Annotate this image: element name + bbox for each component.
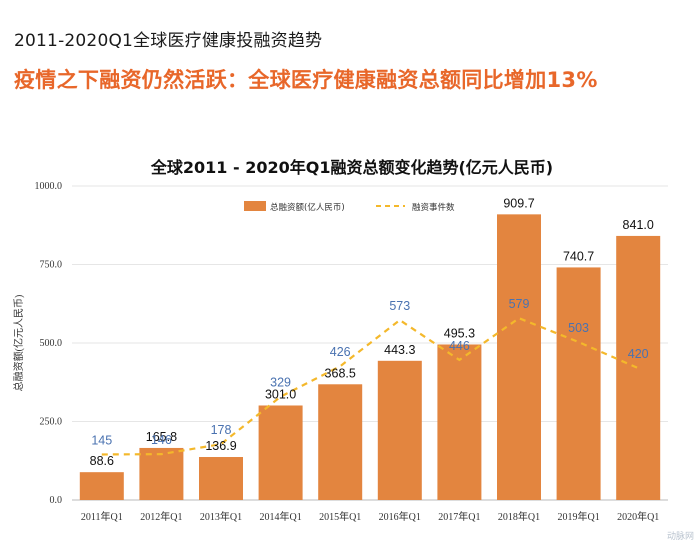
bar — [199, 457, 243, 500]
y-tick-label: 0.0 — [50, 495, 63, 506]
bar — [616, 235, 661, 500]
bar-value-label: 301.0 — [265, 387, 296, 401]
series-line-event-count — [101, 316, 639, 456]
x-tick-label: 2020年Q1 — [617, 510, 659, 523]
x-tick-label: 2016年Q1 — [379, 510, 421, 523]
x-tick-label: 2019年Q1 — [557, 510, 599, 523]
line-value-label: 503 — [568, 321, 589, 335]
bar — [497, 214, 541, 501]
bar — [139, 447, 184, 500]
bar-value-label: 841.0 — [623, 218, 654, 232]
y-tick-label: 250.0 — [40, 417, 63, 428]
line-value-label: 329 — [270, 376, 291, 390]
line-value-label: 573 — [389, 299, 410, 313]
line-value-label: 178 — [211, 423, 232, 437]
legend-label-bar: 总融资额(亿人民币) — [270, 202, 345, 213]
x-tick-label: 2015年Q1 — [319, 510, 361, 523]
x-tick-label: 2017年Q1 — [438, 510, 480, 523]
x-tick-label: 2018年Q1 — [498, 510, 540, 523]
bar — [79, 472, 124, 500]
page-subtitle: 疫情之下融资仍然活跃：全球医疗健康融资总额同比增加13% — [14, 68, 598, 92]
bar — [556, 267, 601, 500]
x-tick-label: 2011年Q1 — [81, 510, 123, 523]
line-value-label: 446 — [449, 339, 470, 353]
line-value-label: 145 — [91, 433, 112, 447]
line-value-label: 420 — [628, 347, 649, 361]
chart-title: 全球2011 - 2020年Q1融资总额变化趋势(亿元人民币) — [150, 158, 553, 177]
line-value-label: 426 — [330, 345, 351, 359]
bar-value-label: 443.3 — [384, 343, 415, 357]
bar-value-label: 136.9 — [205, 439, 236, 453]
bar-value-label: 740.7 — [563, 249, 594, 263]
x-tick-label: 2014年Q1 — [259, 510, 301, 523]
bar-value-label: 495.3 — [444, 326, 475, 340]
page-title: 2011-2020Q1全球医疗健康投融资趋势 — [14, 31, 323, 51]
bar-value-label: 165.8 — [146, 430, 177, 444]
y-tick-label: 750.0 — [40, 260, 63, 271]
line-value-label: 146 — [151, 433, 172, 447]
bar — [318, 384, 363, 500]
x-tick-label: 2013年Q1 — [200, 510, 242, 523]
bar — [258, 405, 303, 500]
bar-value-label: 88.6 — [90, 454, 114, 468]
bar-value-label: 909.7 — [503, 196, 534, 210]
bar — [377, 360, 422, 500]
x-tick-label: 2012年Q1 — [140, 510, 182, 523]
legend-swatch-bar — [244, 201, 266, 211]
y-tick-label: 1000.0 — [35, 181, 63, 192]
line-value-label: 579 — [509, 297, 530, 311]
y-tick-label: 500.0 — [40, 338, 63, 349]
legend-label-line: 融资事件数 — [412, 202, 455, 213]
bar — [437, 344, 482, 500]
bar-value-label: 368.5 — [325, 366, 356, 380]
y-axis-label: 总融资额(亿元人民币) — [12, 295, 25, 392]
watermark: 动脉网 — [666, 532, 694, 542]
